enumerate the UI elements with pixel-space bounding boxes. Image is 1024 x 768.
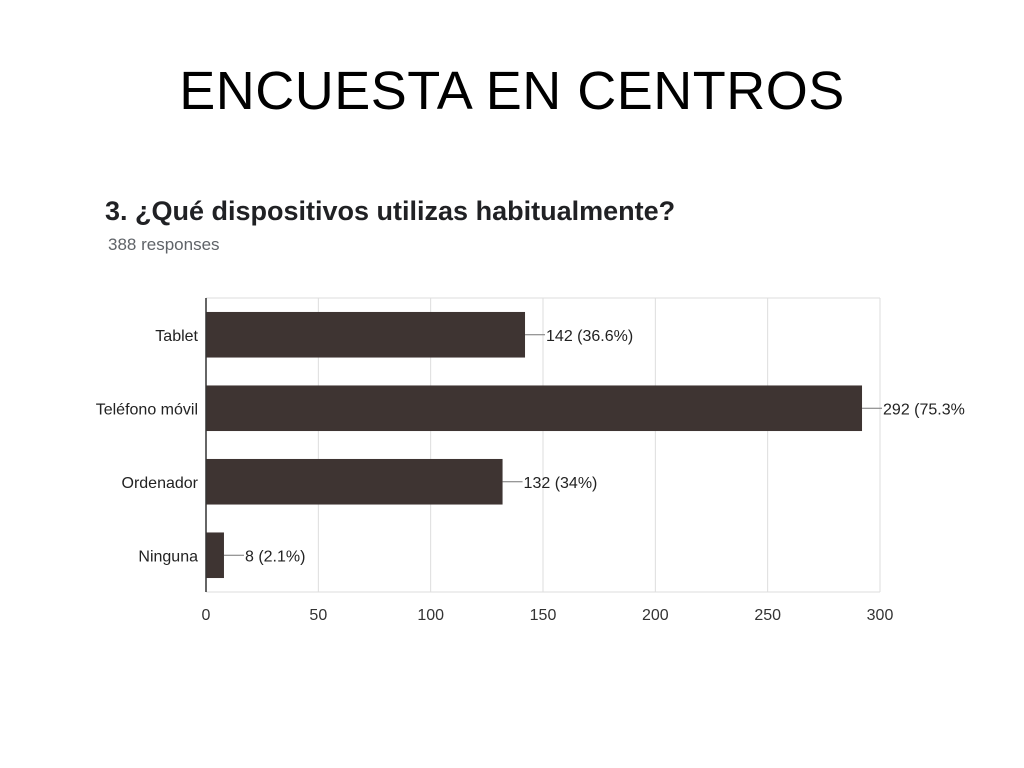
- bars-layer: [206, 311, 863, 579]
- bar: [206, 385, 863, 432]
- x-tick-label: 250: [754, 607, 781, 624]
- x-tick-label: 100: [417, 607, 444, 624]
- category-label: Teléfono móvil: [96, 401, 198, 418]
- category-label: Ordenador: [122, 475, 199, 492]
- x-tick-label: 300: [867, 607, 894, 624]
- value-label: 142 (36.6%): [546, 328, 633, 345]
- bar: [206, 532, 224, 579]
- labels-layer: Tablet 142 (36.6%) Teléfono móvil 292 (75.3…: [96, 328, 965, 566]
- bar: [206, 458, 503, 505]
- axis-layer: 0 50 100 150 200 250 300: [202, 298, 894, 624]
- bar: [206, 311, 526, 358]
- category-label: Ninguna: [138, 548, 198, 565]
- bar-chart: Tablet 142 (36.6%) Teléfono móvil 292 (75.3…: [96, 297, 965, 624]
- x-tick-label: 200: [642, 607, 669, 624]
- value-label: 292 (75.3%: [883, 401, 965, 418]
- x-tick-label: 150: [530, 607, 557, 624]
- chart-title: 3. ¿Qué dispositivos utilizas habitualme…: [105, 196, 676, 226]
- x-tick-label: 0: [202, 607, 211, 624]
- value-label: 8 (2.1%): [245, 548, 305, 565]
- responses-count: 388 responses: [108, 235, 220, 254]
- slide-title: ENCUESTA EN CENTROS: [179, 61, 845, 121]
- x-tick-label: 50: [309, 607, 327, 624]
- value-label: 132 (34%): [524, 475, 598, 492]
- chart-panel: Tablet 142 (36.6%) Teléfono móvil 292 (75.3…: [60, 180, 980, 640]
- category-label: Tablet: [155, 328, 198, 345]
